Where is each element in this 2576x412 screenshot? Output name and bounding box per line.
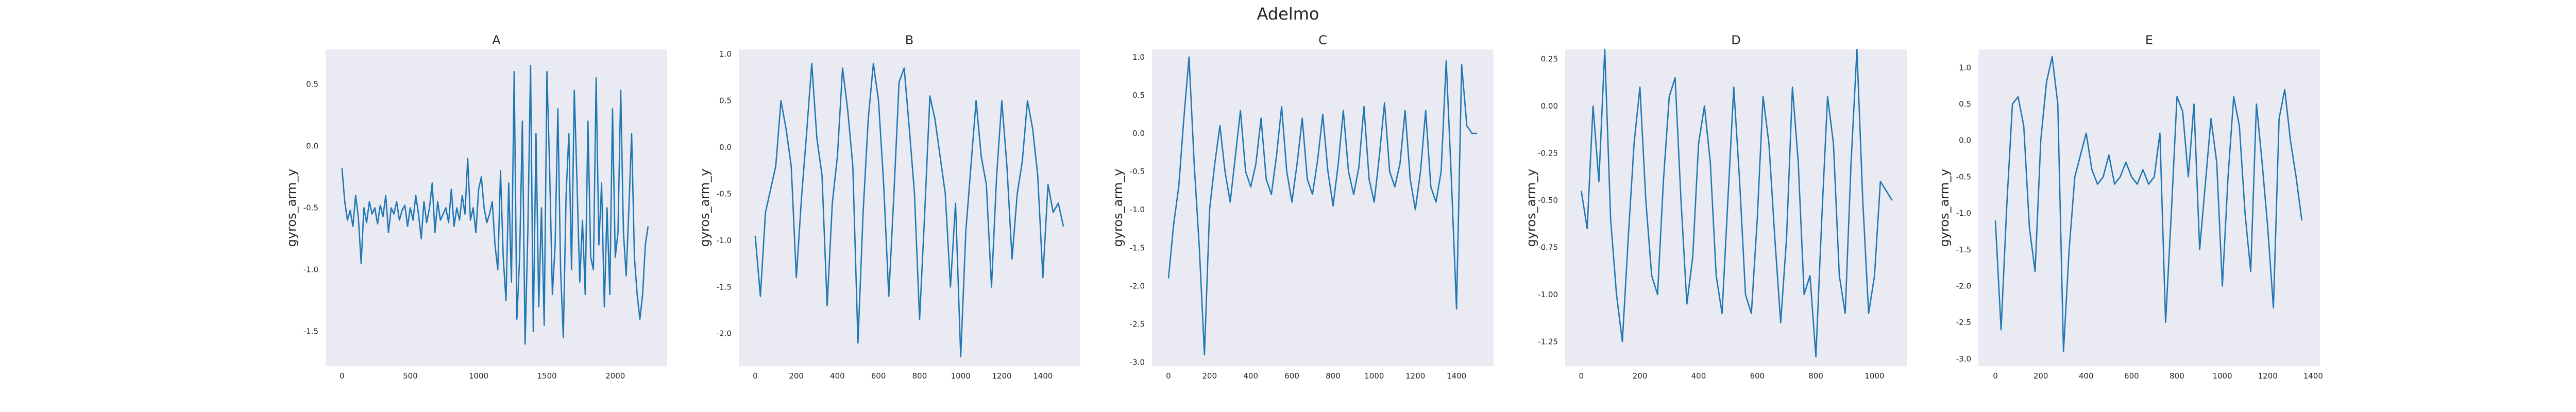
x-tick-label: 1500	[537, 371, 557, 381]
plot-area	[739, 49, 1080, 366]
y-tick-label: -2.5	[1956, 318, 1971, 327]
y-tick-label: -0.75	[1538, 243, 1558, 252]
subplot-title: B	[905, 33, 913, 47]
x-tick-label: 600	[2124, 371, 2139, 381]
y-tick-label: -1.5	[303, 327, 318, 336]
y-tick-label: 1.0	[719, 49, 732, 59]
y-tick-label: -1.25	[1538, 337, 1558, 346]
y-tick-label: -1.5	[1956, 245, 1971, 254]
x-tick-label: 800	[2170, 371, 2184, 381]
x-tick-label: 1200	[1405, 371, 1425, 381]
x-tick-label: 1200	[992, 371, 1011, 381]
y-tick-label: -3.0	[1956, 354, 1971, 364]
x-tick-label: 800	[912, 371, 927, 381]
x-tick-label: 400	[830, 371, 845, 381]
y-tick-label: -0.50	[1538, 196, 1558, 205]
y-tick-label: 0.0	[1132, 129, 1145, 138]
subplot-title: C	[1318, 33, 1327, 47]
y-tick-label: -1.5	[717, 282, 732, 291]
x-tick-label: 800	[1808, 371, 1823, 381]
x-tick-label: 400	[2079, 371, 2094, 381]
y-tick-label: 0.5	[1959, 99, 1971, 109]
x-tick-label: 0	[1166, 371, 1171, 381]
y-tick-label: 0.5	[1132, 91, 1145, 100]
x-tick-label: 0	[1993, 371, 1998, 381]
y-tick-label: -1.0	[1130, 205, 1145, 214]
y-tick-label: 0.0	[719, 143, 732, 152]
x-tick-label: 200	[789, 371, 804, 381]
subplot-title: A	[492, 33, 501, 47]
x-tick-label: 1000	[951, 371, 971, 381]
plot-area	[326, 49, 667, 366]
y-tick-label: -1.0	[303, 265, 318, 274]
x-tick-label: 400	[1691, 371, 1706, 381]
y-axis-label: gyros_arm_y	[284, 169, 299, 247]
y-tick-label: 0.00	[1541, 101, 1558, 111]
y-tick-label: -0.25	[1538, 148, 1558, 158]
x-tick-label: 2000	[605, 371, 625, 381]
y-tick-label: -1.5	[1130, 243, 1145, 252]
x-tick-label: 1400	[1033, 371, 1053, 381]
plot-area	[1978, 49, 2320, 366]
y-tick-label: 0.5	[719, 96, 732, 105]
y-tick-label: -1.0	[1956, 209, 1971, 218]
y-tick-label: -2.0	[1130, 281, 1145, 290]
x-tick-label: 1400	[1447, 371, 1466, 381]
y-axis-label: gyros_arm_y	[698, 169, 712, 247]
series-line	[1581, 48, 1893, 357]
plot-area	[1565, 49, 1907, 366]
y-tick-label: -3.0	[1130, 358, 1145, 367]
y-tick-label: -2.0	[717, 329, 732, 338]
x-tick-label: 1000	[2212, 371, 2232, 381]
y-axis-label: gyros_arm_y	[1937, 169, 1952, 247]
x-tick-label: 1000	[1364, 371, 1384, 381]
x-tick-label: 0	[340, 371, 345, 381]
x-tick-label: 600	[871, 371, 886, 381]
x-tick-label: 1000	[469, 371, 488, 381]
y-tick-label: 0.0	[1959, 136, 1971, 145]
x-tick-label: 1200	[2258, 371, 2278, 381]
figure-title: Adelmo	[1257, 4, 1319, 24]
series-line	[754, 62, 1064, 358]
x-tick-label: 0	[1579, 371, 1584, 381]
y-axis-label: gyros_arm_y	[1524, 169, 1538, 247]
x-tick-label: 200	[1202, 371, 1217, 381]
y-tick-label: -2.0	[1956, 281, 1971, 290]
x-tick-label: 0	[753, 371, 758, 381]
x-tick-label: 600	[1750, 371, 1765, 381]
y-tick-label: -0.5	[717, 189, 732, 198]
x-tick-label: 500	[403, 371, 418, 381]
series-line	[341, 64, 649, 345]
y-tick-label: 0.25	[1541, 54, 1558, 63]
x-tick-label: 1000	[1865, 371, 1884, 381]
y-tick-label: -1.0	[717, 236, 732, 245]
x-tick-label: 400	[1243, 371, 1258, 381]
subplot-title: E	[2145, 33, 2153, 47]
y-tick-label: -0.5	[1130, 167, 1145, 176]
subplot-title: D	[1731, 33, 1740, 47]
y-tick-label: 1.0	[1959, 63, 1971, 72]
y-tick-label: -2.5	[1130, 319, 1145, 329]
x-tick-label: 1400	[2303, 371, 2323, 381]
y-tick-label: -1.00	[1538, 290, 1558, 299]
y-tick-label: 1.0	[1132, 53, 1145, 62]
series-line	[1167, 56, 1477, 356]
series-line	[1994, 56, 2303, 352]
y-tick-label: -0.5	[303, 203, 318, 213]
x-tick-label: 800	[1326, 371, 1341, 381]
y-axis-label: gyros_arm_y	[1111, 169, 1125, 247]
x-tick-label: 200	[1633, 371, 1648, 381]
x-tick-label: 200	[2033, 371, 2048, 381]
y-tick-label: -0.5	[1956, 172, 1971, 181]
plot-area	[1152, 49, 1494, 366]
y-tick-label: 0.5	[306, 79, 318, 89]
y-tick-label: 0.0	[306, 141, 318, 150]
x-tick-label: 600	[1284, 371, 1299, 381]
